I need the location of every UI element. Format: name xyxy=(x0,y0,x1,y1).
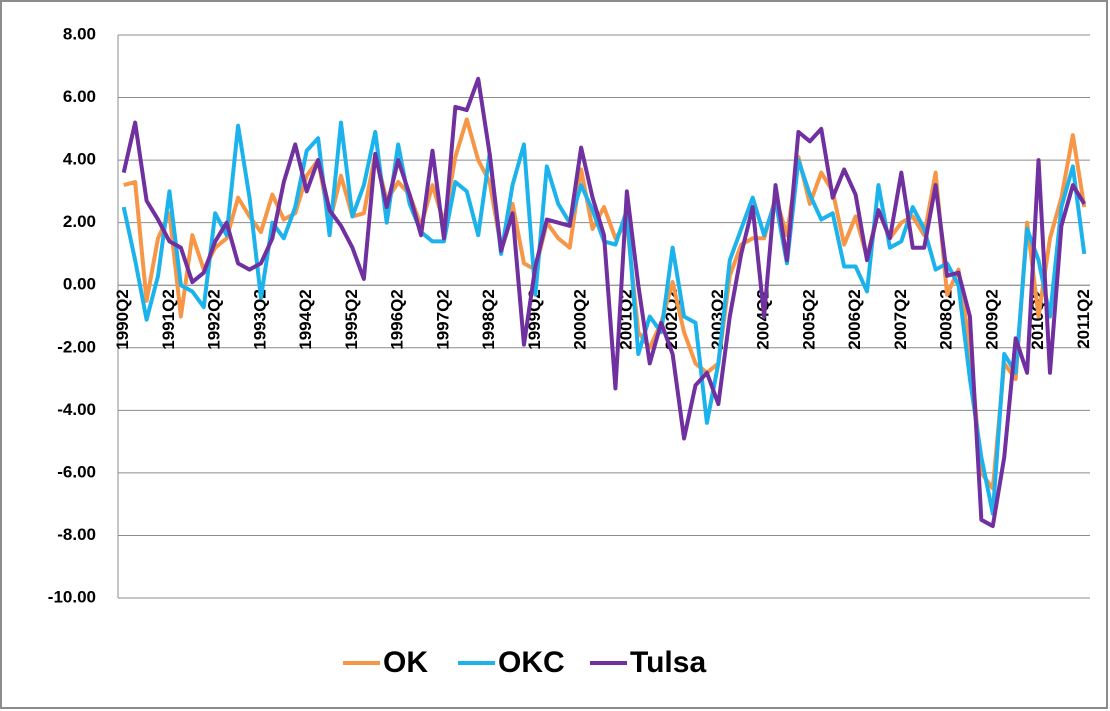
legend-label: OK xyxy=(383,646,428,679)
y-tick-label: -10.00 xyxy=(48,587,96,606)
y-tick-label: 0.00 xyxy=(63,275,96,294)
x-tick-label: 2011Q2 xyxy=(1074,289,1093,349)
y-tick-label: 4.00 xyxy=(63,150,96,169)
x-tick-label: 1997Q2 xyxy=(433,289,452,350)
y-tick-label: -8.00 xyxy=(57,525,96,544)
y-tick-label: -6.00 xyxy=(57,462,96,481)
legend-label: OKC xyxy=(498,646,565,679)
x-tick-label: 1991Q2 xyxy=(159,289,178,350)
x-tick-label: 1998Q2 xyxy=(479,289,498,350)
legend-label: Tulsa xyxy=(630,646,706,679)
x-tick-label: 2000Q2 xyxy=(571,289,590,350)
x-tick-label: 1992Q2 xyxy=(205,289,224,350)
x-tick-label: 2005Q2 xyxy=(799,289,818,350)
x-tick-label: 1996Q2 xyxy=(388,289,407,350)
x-tick-label: 2008Q2 xyxy=(937,289,956,350)
x-tick-label: 1993Q2 xyxy=(250,289,269,350)
x-tick-label: 1994Q2 xyxy=(296,289,315,350)
y-tick-label: 6.00 xyxy=(63,87,96,106)
series-line xyxy=(121,76,1086,529)
x-tick-label: 2004Q2 xyxy=(754,289,773,350)
y-tick-label: -4.00 xyxy=(57,400,96,419)
x-tick-label: 2007Q2 xyxy=(891,289,910,350)
x-tick-label: 2006Q2 xyxy=(845,289,864,350)
x-tick-label: 1990Q2 xyxy=(113,289,132,350)
x-tick-label: 2009Q2 xyxy=(982,289,1001,350)
y-tick-label: 8.00 xyxy=(63,24,96,43)
y-tick-label: -2.00 xyxy=(57,337,96,356)
y-tick-label: 2.00 xyxy=(63,212,96,231)
x-tick-label: 1995Q2 xyxy=(342,289,361,350)
